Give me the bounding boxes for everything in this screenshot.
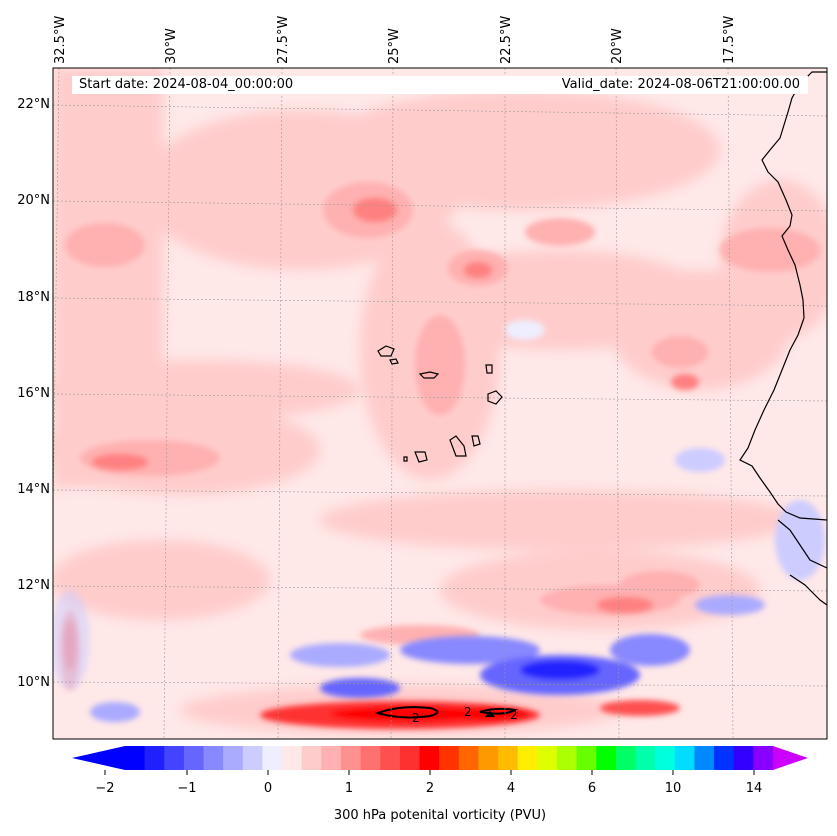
lon-label-25w: 25°W xyxy=(387,28,402,64)
start-date-text: Start date: 2024-08-04_00:00:00 xyxy=(79,77,294,92)
colorbar-segments xyxy=(125,746,774,770)
colorbar-segment xyxy=(125,746,146,770)
colorbar-tick-label: 4 xyxy=(506,781,516,796)
pv-extreme-band xyxy=(260,700,680,729)
colorbar-segment xyxy=(183,746,205,770)
colorbar-segment xyxy=(733,746,754,770)
colorbar-segment xyxy=(655,746,676,770)
colorbar-tick-label: 2 xyxy=(425,781,435,796)
colorbar-tick-label: 10 xyxy=(664,781,682,796)
colorbar-segment xyxy=(458,746,480,770)
valid-date-text: Valid_date: 2024-08-06T21:00:00.00 xyxy=(561,77,800,92)
lat-label-18n: 18°N xyxy=(17,290,50,305)
colorbar-segment xyxy=(321,746,342,770)
lon-label-17-5w: 17.5°W xyxy=(722,15,737,64)
colorbar-segment xyxy=(242,746,264,770)
coastline-south xyxy=(777,519,827,569)
lon-label-20w: 20°W xyxy=(610,28,625,64)
colorbar-ticks xyxy=(104,770,755,775)
colorbar-segment xyxy=(341,746,362,770)
colorbar-tick-label: −2 xyxy=(95,781,115,796)
pv-negative-regions xyxy=(53,320,825,722)
colorbar-segment xyxy=(203,746,224,770)
colorbar-tick-label: 1 xyxy=(344,781,354,796)
gridlines xyxy=(53,68,827,739)
colorbar-segment xyxy=(753,746,774,770)
colorbar-segment xyxy=(576,746,597,770)
map-frame xyxy=(52,67,828,740)
date-info-bar: Start date: 2024-08-04_00:00:00 Valid_da… xyxy=(72,76,808,94)
lon-label-32-5w: 32.5°W xyxy=(53,15,68,64)
colorbar-tick-label: 6 xyxy=(587,781,597,796)
colorbar-segment xyxy=(223,746,244,770)
contour-label-1: 2 xyxy=(412,711,420,725)
lon-label-30w: 30°W xyxy=(164,28,179,64)
colorbar-segment xyxy=(144,746,165,770)
colorbar-title: 300 hPa potenital vorticity (PVU) xyxy=(333,808,547,823)
colorbar-segment xyxy=(282,746,303,770)
colorbar-segment xyxy=(537,746,558,770)
lat-label-10n: 10°N xyxy=(17,675,50,690)
contour-label-2: 2 xyxy=(464,705,472,719)
lat-label-14n: 14°N xyxy=(17,482,50,497)
coastline xyxy=(739,71,827,521)
colorbar-tick-label: 14 xyxy=(745,781,763,796)
colorbar-segment xyxy=(419,746,440,770)
colorbar-segment xyxy=(360,746,381,770)
colorbar-segment xyxy=(301,746,322,770)
colorbar-segment xyxy=(557,746,578,770)
colorbar-segment xyxy=(517,746,538,770)
lon-label-27-5w: 27.5°W xyxy=(276,15,291,64)
colorbar-segment xyxy=(262,746,283,770)
colorbar-segment xyxy=(439,746,460,770)
lat-label-16n: 16°N xyxy=(17,386,50,401)
colorbar-under-arrow xyxy=(72,746,125,770)
colorbar xyxy=(72,746,808,775)
lon-label-22-5w: 22.5°W xyxy=(499,15,514,64)
colorbar-segment xyxy=(674,746,696,770)
colorbar-segment xyxy=(615,746,637,770)
colorbar-segment xyxy=(694,746,715,770)
colorbar-tick-label: 0 xyxy=(263,781,273,796)
colorbar-segment xyxy=(478,746,499,770)
lat-label-22n: 22°N xyxy=(17,97,50,112)
contour-label-3: 2 xyxy=(510,708,518,722)
colorbar-segment xyxy=(714,746,735,770)
lat-label-20n: 20°N xyxy=(17,193,50,208)
coastline-guinea xyxy=(789,574,827,606)
colorbar-tick-label: −1 xyxy=(177,781,197,796)
colorbar-segment xyxy=(399,746,421,770)
colorbar-segment xyxy=(635,746,656,770)
lat-label-12n: 12°N xyxy=(17,578,50,593)
cape-verde-islands xyxy=(377,345,503,463)
colorbar-segment xyxy=(380,746,401,770)
colorbar-segment xyxy=(164,746,185,770)
colorbar-segment xyxy=(498,746,519,770)
pv-2-contour xyxy=(374,706,518,719)
colorbar-segment xyxy=(596,746,617,770)
colorbar-over-arrow xyxy=(773,746,808,770)
